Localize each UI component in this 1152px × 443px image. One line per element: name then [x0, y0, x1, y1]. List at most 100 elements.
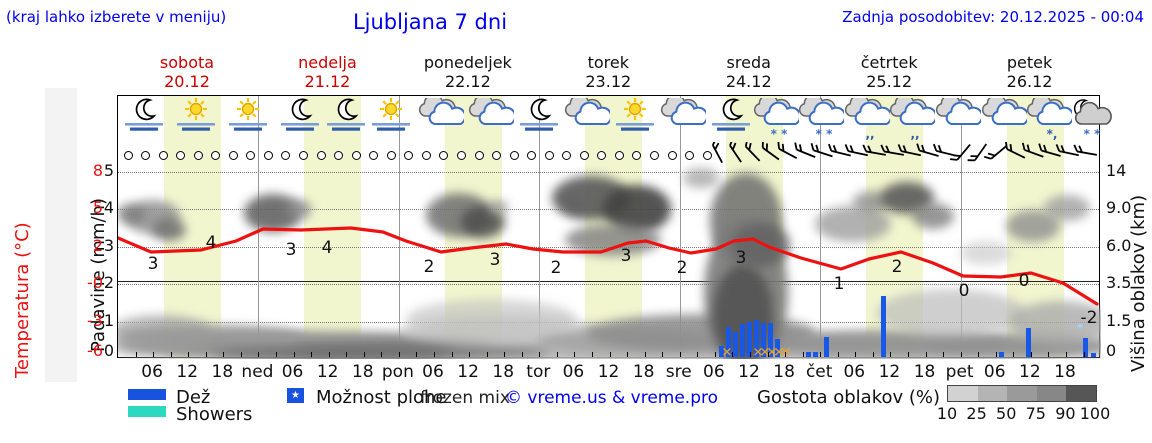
wind-barb	[931, 142, 959, 164]
moon-cloud-snow-icon: * *	[1066, 98, 1112, 141]
cloud-cover-circle	[439, 151, 449, 160]
day-name: sreda	[726, 53, 771, 72]
moon-fog-icon	[516, 98, 562, 140]
cloud-cover-circle	[456, 151, 466, 160]
axis-tick-label: 2	[103, 273, 114, 292]
cloud-density-tick-label: 100	[1079, 404, 1111, 423]
cloud-snow-icon: * *	[798, 93, 847, 141]
x-tick-label: pet	[945, 362, 974, 382]
cloud-cover-circle	[579, 151, 589, 160]
x-tick-label: sre	[665, 362, 692, 382]
day-separator	[399, 96, 400, 357]
axis-minor-tick	[785, 352, 787, 357]
cloud-cover-circle	[211, 151, 221, 160]
cloud-cover-circle	[193, 151, 203, 160]
cloud-density-scale: 10 25 50 75 90 100	[937, 385, 1110, 425]
axis-minor-tick	[240, 352, 242, 357]
day-date: 24.12	[725, 72, 772, 91]
axis-minor-tick	[943, 352, 945, 357]
axis-tick-label: 4	[103, 198, 114, 217]
axis-minor-tick	[328, 352, 330, 357]
cloud-cover-circle	[141, 151, 151, 160]
x-tick-label: čet	[805, 362, 833, 382]
axis-minor-tick	[381, 352, 383, 357]
axis-minor-tick	[679, 352, 681, 357]
rain-bar	[754, 320, 759, 357]
x-tick-label: 12	[176, 362, 199, 382]
axis-tick-label: 1.5	[1106, 310, 1132, 330]
rain-bar	[733, 332, 738, 357]
axis-tick-label: 1	[103, 310, 114, 330]
rain-bar	[1083, 338, 1088, 357]
cloud-cover-circle	[351, 151, 361, 160]
cloud-cover-circle	[702, 151, 712, 160]
axis-minor-tick	[872, 352, 874, 357]
cloud-cover-circle	[123, 151, 133, 160]
wind-barb	[1001, 141, 1029, 164]
day-header: sobota 20.12	[117, 53, 257, 91]
axis-minor-tick	[767, 352, 769, 357]
day-name: nedelja	[298, 53, 357, 72]
axis-minor-tick	[486, 352, 488, 357]
x-tick-label: ned	[241, 362, 274, 382]
menu-hint: (kraj lahko izberete v meniju)	[6, 8, 227, 26]
moon-fog-icon	[121, 98, 167, 140]
cloud-cover-circle	[509, 151, 519, 160]
cloud-cover-circle	[614, 151, 624, 160]
temperature-value-label: 4	[321, 238, 333, 258]
cloud-cover-circle	[421, 151, 431, 160]
axis-minor-tick	[504, 352, 506, 357]
cloud-rain-icon: ,,	[844, 93, 893, 141]
wind-barb	[1019, 142, 1047, 164]
cloud-cover-circle	[474, 151, 484, 160]
x-tick-label: 12	[1019, 362, 1041, 382]
cloud-density-step	[1066, 386, 1096, 401]
x-tick-label: 06	[843, 362, 866, 382]
axis-minor-tick	[293, 352, 295, 357]
axis-minor-tick	[1048, 352, 1050, 357]
cloud-icon	[660, 93, 709, 140]
axis-tick-label: 14	[1106, 160, 1127, 180]
x-tick-label: 12	[878, 362, 901, 382]
axis-minor-tick	[749, 352, 751, 357]
rain-legend-label: Dež	[176, 387, 211, 408]
cloud-rain-icon: ,,	[889, 93, 938, 141]
x-tick-label: 12	[738, 362, 760, 382]
axis-minor-tick	[1030, 352, 1032, 357]
shower-chance-star-icon: ★	[287, 388, 304, 403]
x-tick-label: 18	[1054, 362, 1076, 382]
cloud-cover-circle	[299, 151, 308, 160]
temperature-value-label: 2	[423, 257, 435, 277]
wind-barb	[826, 142, 854, 164]
cloud-cover-circle	[228, 151, 238, 160]
day-separator	[961, 96, 962, 357]
precip-gridline	[118, 171, 1099, 173]
cloud-cover-circle	[246, 151, 256, 160]
axis-minor-tick	[662, 352, 664, 357]
axis-minor-tick	[363, 352, 365, 357]
axis-minor-tick	[732, 352, 734, 357]
cloud-cover-circle	[316, 151, 326, 160]
cloud-cover-circle	[386, 151, 396, 160]
axis-tick-label: 3	[103, 235, 114, 255]
wind-barb	[966, 142, 994, 164]
axis-minor-tick	[433, 352, 435, 357]
cloud-cover-circle	[562, 151, 572, 160]
svg-text:,,: ,,	[865, 127, 874, 140]
x-tick-label: 06	[562, 362, 585, 382]
shower-chance-marker: *	[1076, 321, 1084, 335]
cloud-icon	[468, 93, 517, 140]
axis-minor-tick	[188, 352, 190, 357]
precip-gridline	[118, 284, 1099, 285]
day-separator	[680, 96, 681, 357]
copyright-link[interactable]: © vreme.us & vreme.pro	[505, 388, 719, 408]
showers-legend-label: Showers	[176, 404, 253, 425]
temperature-line	[118, 226, 1099, 306]
day-header: sreda 24.12	[679, 53, 819, 91]
wind-barb	[808, 142, 836, 164]
wind-barb	[983, 142, 1012, 164]
x-tick-label: 06	[983, 362, 1006, 382]
x-tick-label: 06	[422, 362, 444, 382]
x-tick-label: 18	[351, 362, 374, 382]
